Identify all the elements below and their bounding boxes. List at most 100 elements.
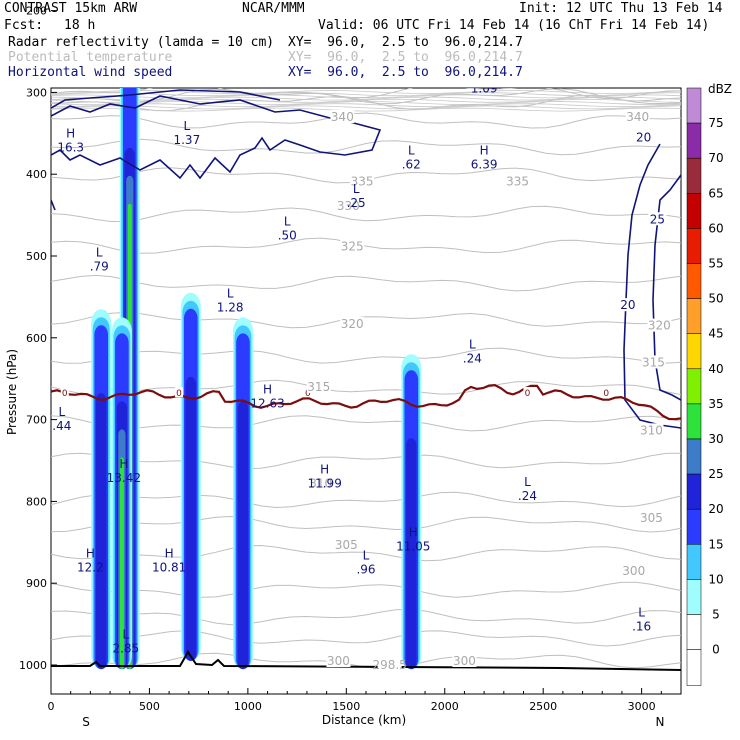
extremum-type: H [409, 525, 418, 539]
extremum-type: L [227, 287, 234, 301]
theta-label: 320 [648, 319, 671, 333]
extremum-value: 1.09 [471, 81, 498, 95]
field-name-wind: Horizontal wind speed [8, 65, 173, 80]
extremum-value: .44 [52, 419, 71, 433]
theta-contour-line [51, 205, 681, 223]
extremum-value: 12.2 [77, 561, 104, 575]
theta-label: 300 [622, 564, 645, 578]
theta-label: 350 [642, 0, 665, 10]
theta-contour-line [51, 491, 681, 509]
colorbar-label: 55 [708, 257, 723, 271]
wind-label-bg [634, 130, 653, 144]
theta-label: 325 [341, 239, 364, 253]
extremum-value: 11.05 [396, 539, 430, 553]
extremum-value: .50 [278, 229, 297, 243]
wind-label: 25 [650, 212, 665, 226]
colorbar-swatch [686, 403, 702, 440]
extremum-type: L [363, 548, 370, 562]
theta-contour-line [51, 544, 681, 562]
wind-contour-line [51, 199, 56, 211]
wind-contour-line [51, 89, 281, 109]
theta-label-bg [350, 174, 375, 188]
y-tick-label: 900 [26, 577, 47, 590]
theta-label-bg [492, 0, 516, 9]
theta-contours [51, 88, 681, 670]
x-axis-start-label: S [82, 715, 90, 729]
extrema-labels: L4.46L2.89L.46L.44L12.46H13.55H21.87L1.0… [52, 27, 651, 656]
extremum-type: L [353, 182, 360, 196]
colorbar-unit: dBZ [708, 82, 732, 96]
field-xy-wind: XY= 96.0, 2.5 to 96.0,214.7 [288, 65, 523, 80]
extremum-type: H [480, 143, 489, 157]
theta-label: 300 [327, 654, 350, 668]
theta-contour-line [51, 608, 681, 626]
theta-label: 315 [642, 355, 665, 369]
theta-label-bg [306, 379, 331, 393]
y-axis-title: Pressure (hPa) [5, 349, 19, 435]
colorbar-swatch [686, 438, 702, 475]
theta-label-bg [639, 423, 664, 437]
theta-label: 305 [335, 538, 358, 552]
x-tick-label: 2500 [529, 700, 557, 713]
extremum-value: .24 [463, 351, 482, 365]
y-tick-label: 600 [26, 332, 47, 345]
theta-contour-line [51, 347, 681, 364]
colorbar-swatch [686, 368, 702, 405]
y-tick-label: 300 [26, 86, 47, 99]
extremum-value: .62 [402, 157, 421, 171]
colorbar-label: 0 [712, 643, 720, 657]
extremum-type: L [184, 119, 191, 133]
field-name-theta: Potential temperature [8, 50, 173, 65]
colorbar-label: 25 [708, 467, 723, 481]
freezing-level-label: 0 [176, 389, 182, 399]
reflectivity-cell [96, 393, 107, 670]
theta-label-bg [326, 654, 351, 667]
forecast-hours: 18 h [64, 18, 96, 33]
colorbar-swatch [686, 614, 702, 650]
freezing-level-label: 0 [603, 389, 609, 399]
theta-label: 300 [453, 654, 476, 668]
theta-contour-line [51, 581, 681, 598]
reflectivity-cell [119, 457, 124, 670]
forecast-label: Fcst: [4, 18, 44, 33]
theta-contour-line [51, 112, 681, 129]
extremum-type: H [66, 126, 75, 140]
extremum-type: L [96, 246, 103, 260]
colorbar-label: 10 [708, 572, 723, 586]
wind-label: .30 [51, 10, 70, 24]
extremum-type: H [612, 27, 621, 41]
colorbar-swatch [686, 157, 702, 194]
extremum-value: 6.39 [471, 157, 498, 171]
theta-contour-line [51, 452, 681, 470]
theta-label-bg [452, 654, 477, 667]
axes: 0500100015002000250030001002003004005006… [19, 5, 682, 713]
theta-label: 335 [506, 175, 529, 189]
theta-label: 305 [640, 511, 663, 525]
theta-label-bg [647, 318, 672, 332]
extremum-type: H [320, 462, 329, 476]
reflectivity-cells [91, 88, 422, 670]
extremum-type: H [119, 457, 128, 471]
theta-label-bg [334, 0, 358, 9]
theta-label-bg [639, 69, 663, 82]
wind-label-bg [618, 298, 637, 312]
extremum-value: 11.99 [307, 476, 341, 490]
extremum-value: .25 [347, 196, 366, 210]
x-tick-label: 1000 [234, 700, 262, 713]
colorbar-swatch [686, 193, 702, 229]
y-tick-label: 500 [26, 250, 47, 263]
theta-contour-line [51, 101, 681, 105]
theta-label-bg [340, 316, 365, 330]
reflectivity-cell [237, 401, 249, 670]
extremum-value: .96 [356, 562, 375, 576]
theta-label: 340 [331, 110, 354, 124]
theta-label-bg [340, 239, 365, 253]
theta-label: 310 [640, 423, 663, 437]
theta-contour-line [51, 311, 681, 329]
freezing-level-label: 0 [525, 389, 531, 399]
extremum-value: 12.63 [250, 396, 284, 410]
extremum-type: L [408, 143, 415, 157]
init-time: Init: 12 UTC Thu 13 Feb 14 [519, 1, 723, 16]
freezing-label-bg [174, 387, 183, 397]
